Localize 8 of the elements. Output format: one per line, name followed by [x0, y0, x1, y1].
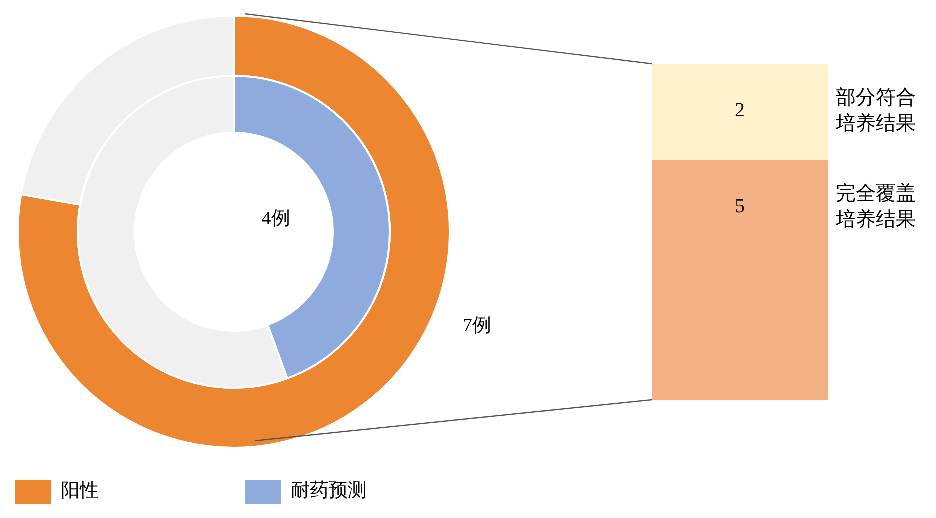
legend-label: 耐药预测: [291, 480, 367, 502]
data-label: 4例: [262, 208, 290, 230]
legend-label: 阳性: [61, 480, 99, 502]
data-label: 5: [735, 196, 745, 218]
series-label: 部分符合培养结果: [835, 86, 916, 135]
series-label: 完全覆盖培养结果: [835, 182, 916, 231]
data-label: 2: [735, 100, 745, 122]
data-label: 7例: [462, 315, 492, 336]
